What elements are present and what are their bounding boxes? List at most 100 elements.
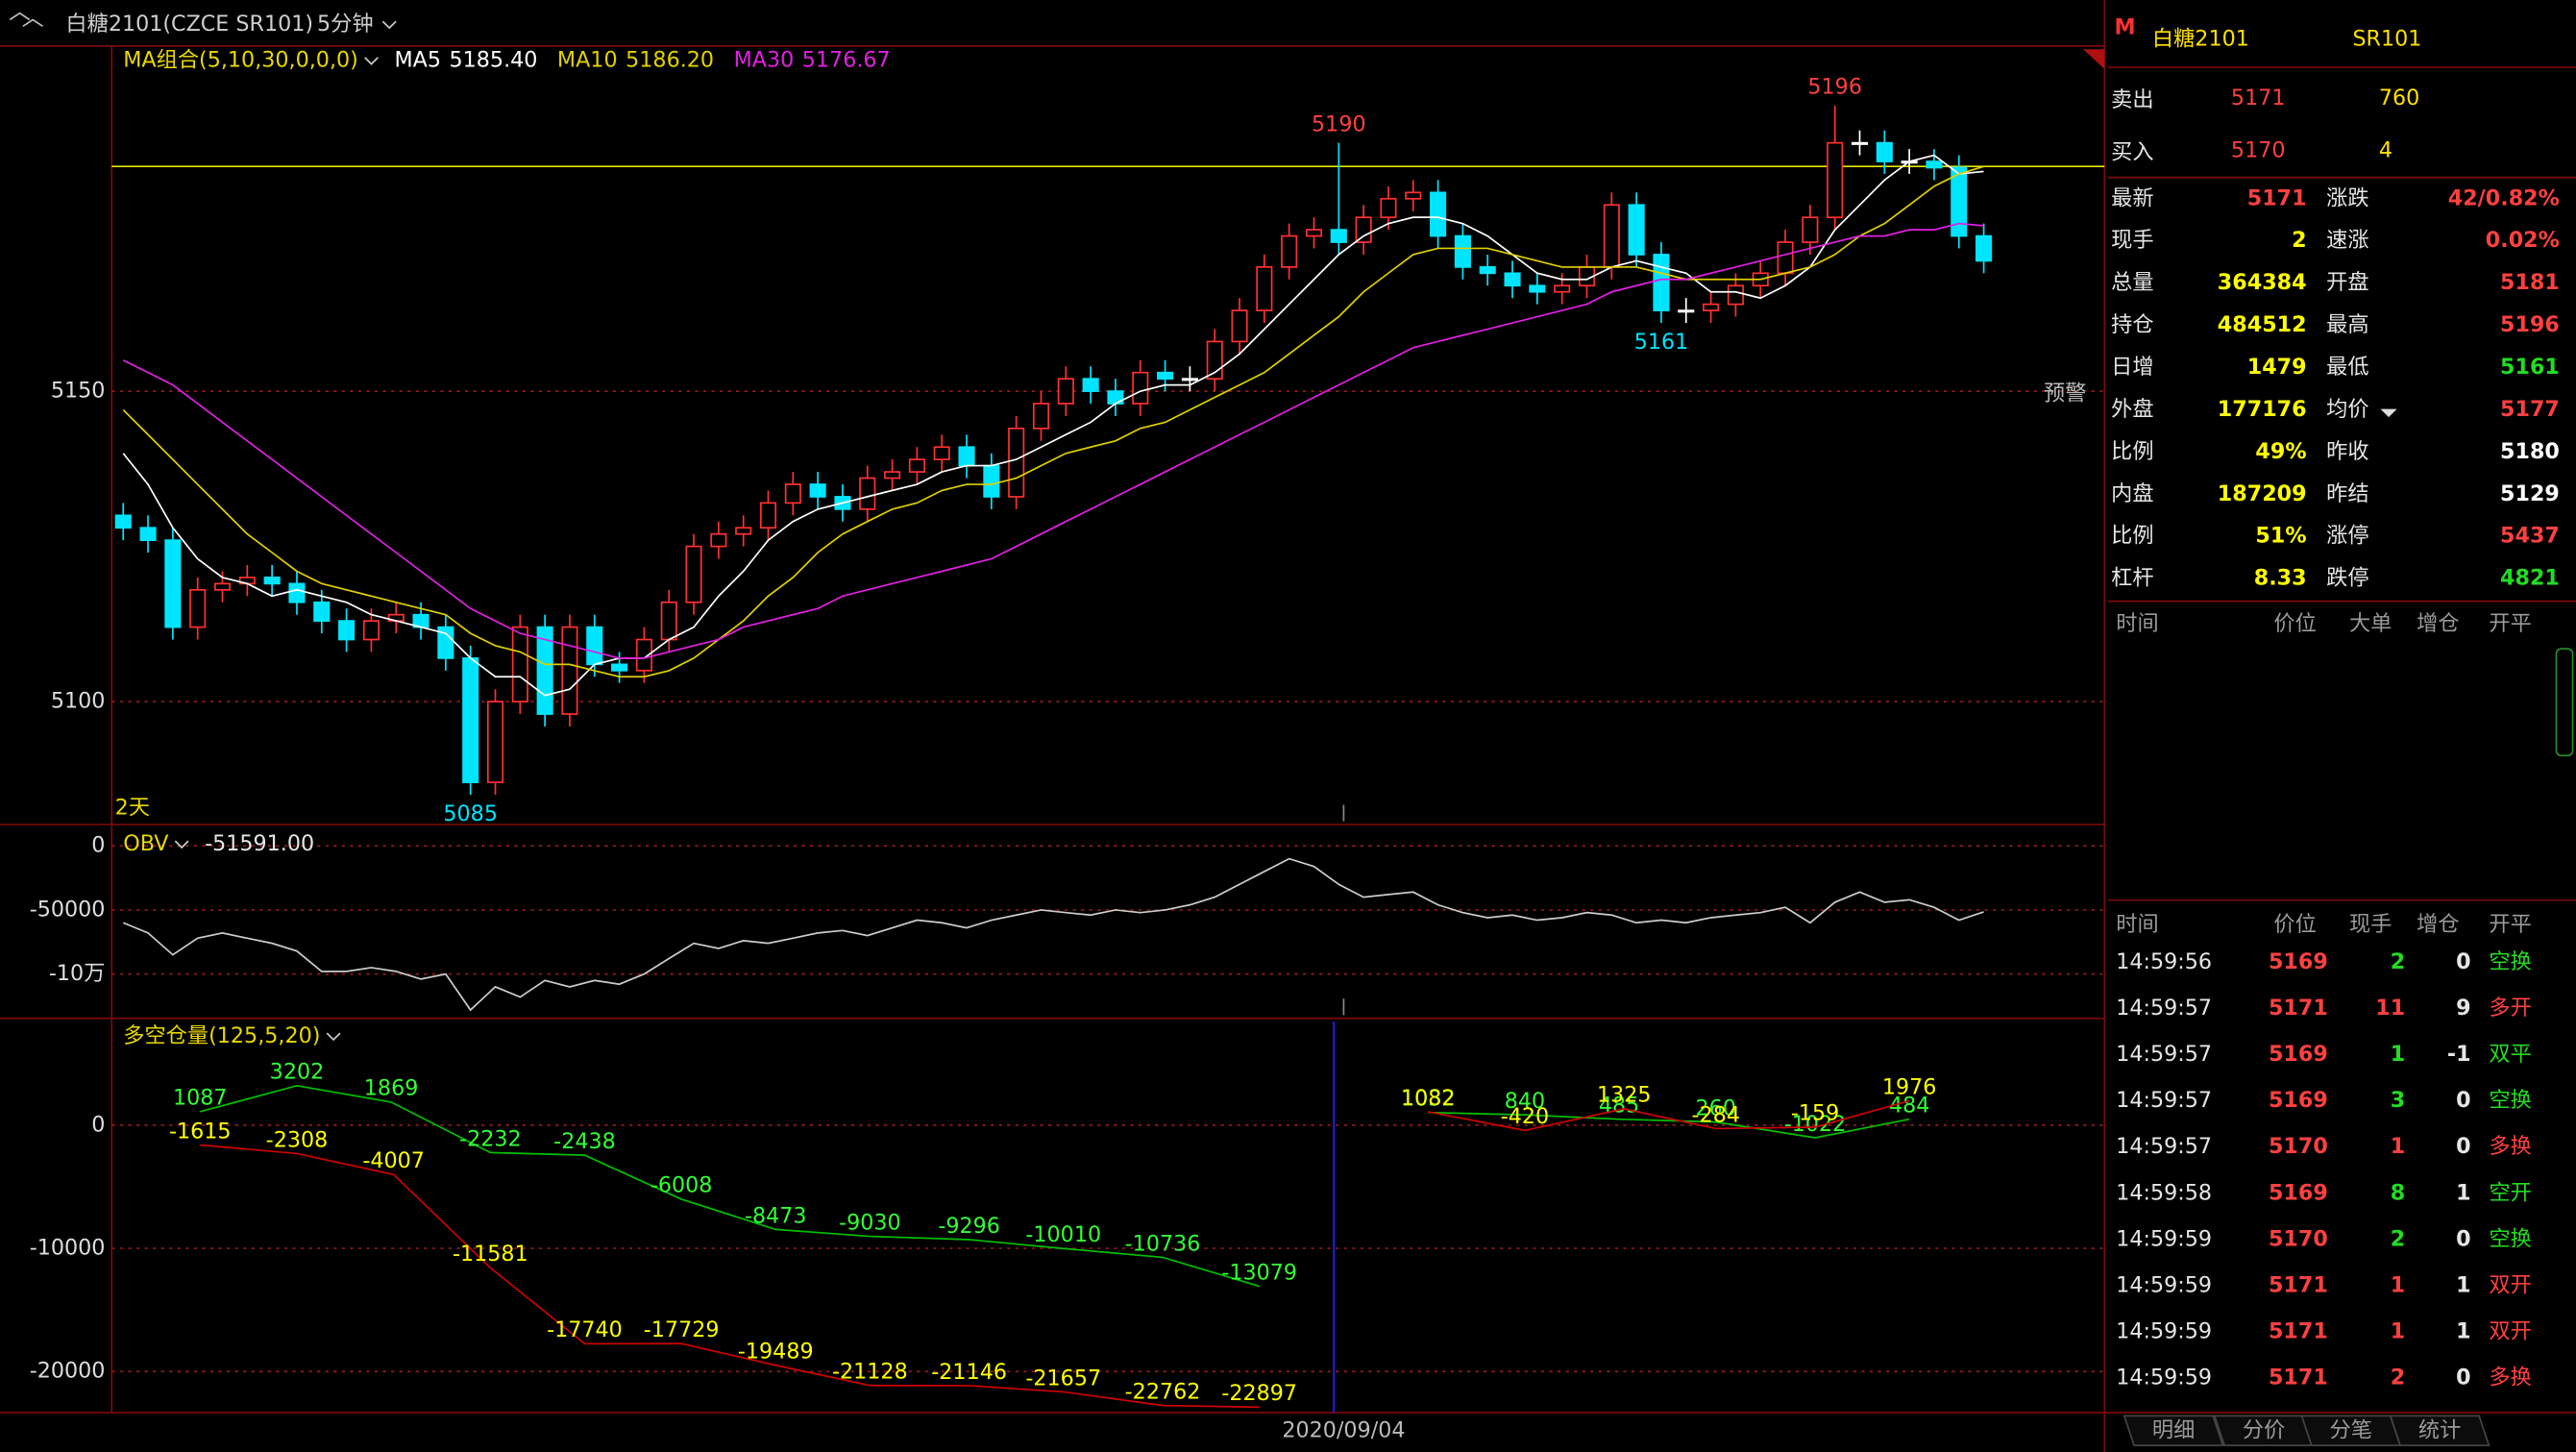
stat-label: 昨收	[2326, 439, 2368, 464]
data-label: -13079	[1221, 1260, 1297, 1285]
scrollbar[interactable]	[2555, 648, 2574, 757]
tab-shape[interactable]	[2389, 1415, 2490, 1447]
candle-body	[1802, 216, 1819, 243]
period-dropdown[interactable]	[381, 20, 397, 30]
tick-volume: 2	[2391, 1365, 2405, 1390]
data-label: -9296	[938, 1214, 1000, 1239]
data-label: -17729	[644, 1317, 720, 1342]
candle-body	[1727, 284, 1744, 306]
candle-body	[1305, 229, 1323, 237]
stat-value: 364384	[2218, 270, 2307, 295]
indicator-title[interactable]: MA组合(5,10,30,0,0,0)	[123, 48, 358, 73]
tick-time: 14:59:57	[2116, 1134, 2212, 1159]
column-header: 增仓	[2417, 912, 2459, 937]
candle-body	[1777, 241, 1794, 275]
tick-oi: 0	[2456, 949, 2470, 974]
column-header: 现手	[2349, 912, 2392, 937]
y-tick-label: -10万	[49, 961, 106, 986]
candle-body	[611, 663, 628, 672]
data-label: -21146	[931, 1360, 1007, 1385]
link-icon[interactable]	[9, 12, 43, 28]
tick-oi: 0	[2456, 1365, 2470, 1390]
indicator-dropdown[interactable]	[364, 57, 379, 65]
stat-value: 177176	[2218, 397, 2307, 422]
candle-body	[462, 657, 479, 783]
dropdown-icon[interactable]	[2380, 408, 2397, 418]
candle-body	[1380, 197, 1397, 219]
indicator-dropdown[interactable]	[326, 1032, 341, 1042]
y-tick-label: -10000	[30, 1236, 106, 1261]
tick-type: 空换	[2489, 1226, 2531, 1251]
data-label: 1325	[1597, 1083, 1652, 1108]
tick-price: 5170	[2269, 1134, 2328, 1159]
candle-body	[338, 620, 356, 641]
tick-volume: 1	[2391, 1042, 2405, 1067]
tick-time: 14:59:59	[2116, 1272, 2212, 1297]
data-label: -11581	[453, 1242, 528, 1267]
tick-time: 14:59:57	[2116, 1088, 2212, 1113]
legend-name: MA30	[734, 48, 795, 73]
tab[interactable]: 明细	[2152, 1417, 2195, 1442]
data-label: -19489	[738, 1340, 814, 1365]
book-label: 卖出	[2111, 87, 2153, 112]
candle-body	[1703, 303, 1720, 311]
candle-body	[1330, 229, 1347, 243]
candle-body	[1132, 371, 1149, 405]
indicator-value: -51591.00	[205, 831, 314, 856]
data-label: -2232	[459, 1126, 522, 1151]
data-label: -4007	[362, 1148, 425, 1173]
market-badge: M	[2115, 15, 2136, 40]
candle-body	[784, 483, 801, 505]
data-label: -284	[1692, 1102, 1740, 1127]
range-label: 2天	[115, 795, 150, 820]
tick-oi: 1	[2456, 1272, 2470, 1297]
series-line	[200, 1099, 1910, 1409]
period-selector[interactable]: 5分钟	[317, 12, 374, 37]
indicator-title[interactable]: OBV	[123, 831, 169, 856]
data-label: -2438	[553, 1129, 616, 1154]
data-label: 260	[1696, 1095, 1736, 1120]
tab[interactable]: 分价	[2243, 1417, 2285, 1442]
indicator-dropdown[interactable]	[174, 840, 189, 849]
data-label: 1869	[364, 1076, 419, 1101]
candle-body	[1876, 141, 1893, 162]
candle-body	[933, 446, 950, 461]
tab[interactable]: 统计	[2418, 1417, 2461, 1442]
stat-value: 187209	[2218, 481, 2307, 506]
column-header: 开平	[2489, 611, 2531, 636]
indicator-title[interactable]: 多空仓量(125,5,20)	[123, 1023, 320, 1048]
stat-label: 现手	[2111, 228, 2153, 253]
candle-body	[263, 577, 281, 585]
stat-value: 5180	[2500, 439, 2560, 464]
candle-body	[884, 471, 901, 480]
legend-name: MA10	[557, 48, 618, 73]
book-price: 5171	[2231, 86, 2286, 111]
column-header: 增仓	[2417, 611, 2459, 636]
tab[interactable]: 分笔	[2330, 1417, 2372, 1442]
tick-type: 双开	[2489, 1318, 2531, 1343]
stat-label: 内盘	[2111, 481, 2153, 506]
y-tick-label: 5150	[51, 379, 106, 404]
candle-body	[486, 701, 504, 783]
candle-body	[685, 545, 702, 603]
y-tick-label: 5100	[51, 689, 106, 714]
series-line	[122, 154, 1984, 697]
series-line	[122, 222, 1984, 659]
stat-value: 51%	[2255, 524, 2306, 549]
tab-shape[interactable]	[2122, 1415, 2224, 1447]
book-volume: 760	[2379, 86, 2419, 111]
data-label: -2308	[266, 1127, 329, 1152]
candle-body	[1827, 141, 1844, 219]
tick-time: 14:59:57	[2116, 1042, 2212, 1067]
stat-value: 484512	[2218, 312, 2307, 337]
stat-label: 总量	[2111, 270, 2153, 295]
stat-value: 49%	[2255, 439, 2306, 464]
legend-value: 5176.67	[802, 48, 891, 73]
tick-time: 14:59:59	[2116, 1226, 2212, 1251]
candle-body	[660, 601, 677, 641]
tick-price: 5171	[2269, 1272, 2328, 1297]
candle-body	[1603, 204, 1620, 268]
candle-body	[1950, 166, 1968, 237]
data-label: -17740	[547, 1317, 623, 1342]
